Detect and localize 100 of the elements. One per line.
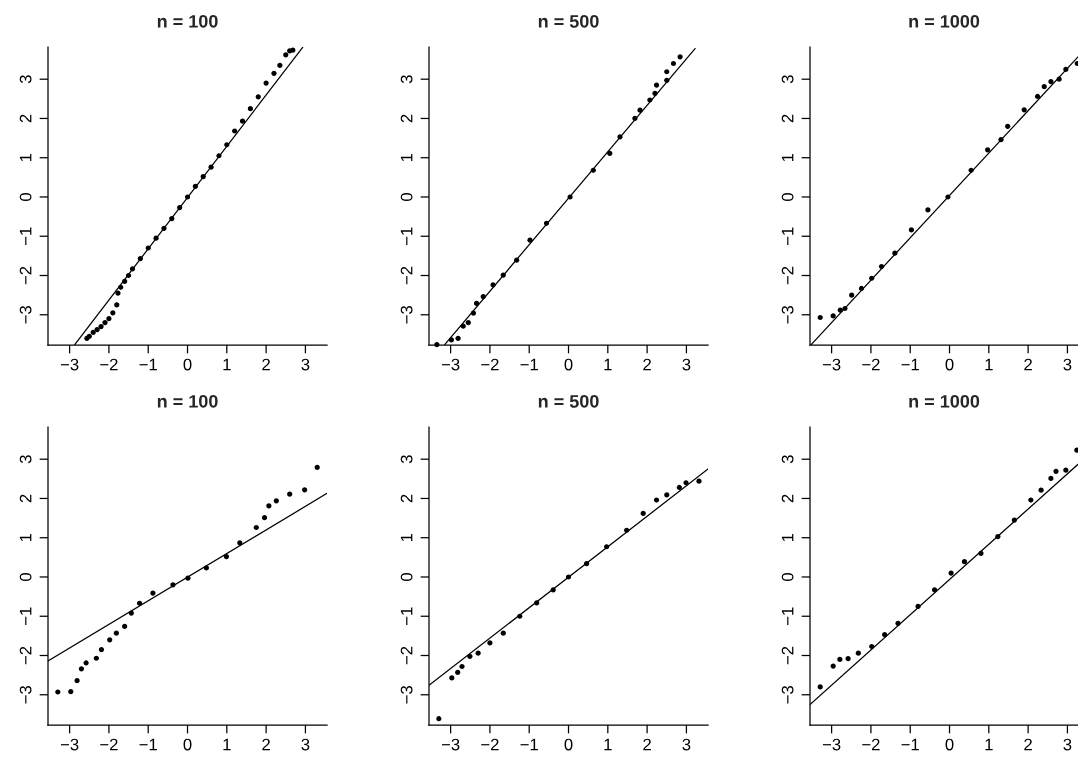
point [106, 316, 112, 322]
x-tick-label: −2 [481, 358, 499, 371]
x-tick-label: 2 [1024, 358, 1032, 371]
point [239, 118, 246, 124]
y-tick-label: 2 [19, 114, 32, 123]
point [263, 80, 269, 86]
y-tick-label: 3 [19, 75, 32, 84]
x-tick-label: 1 [223, 358, 231, 371]
x-tick-label: 3 [682, 738, 691, 751]
point [882, 632, 888, 638]
y-tick-label: −3 [400, 686, 413, 704]
x-tick-label: −1 [139, 358, 157, 371]
x-tick-label: −1 [901, 738, 919, 751]
point [1041, 84, 1047, 90]
y-tick-label: 0 [781, 193, 794, 201]
x-tick-label: −2 [862, 358, 880, 371]
point [676, 484, 682, 491]
point [78, 666, 84, 672]
chart-title: n = 100 [157, 394, 218, 408]
point [855, 650, 861, 656]
point [110, 310, 116, 316]
point [948, 570, 954, 576]
point [696, 478, 702, 484]
point [653, 82, 660, 88]
x-tick-label: 3 [301, 738, 310, 751]
x-tick-label: 3 [682, 358, 691, 371]
point [837, 656, 843, 663]
x-tick-label: −3 [60, 358, 79, 371]
x-tick-label: −1 [901, 358, 919, 371]
y-tick-label: −2 [400, 646, 413, 665]
x-tick-label: −1 [520, 738, 538, 751]
y-tick-label: 0 [400, 573, 413, 581]
y-tick-label: 2 [400, 114, 413, 123]
point [670, 60, 677, 67]
x-tick-label: 2 [1024, 738, 1032, 751]
point [455, 669, 461, 675]
point [607, 150, 613, 156]
y-tick-label: 1 [400, 153, 413, 162]
point [302, 487, 308, 493]
x-tick-label: −3 [822, 738, 841, 751]
point [459, 663, 465, 670]
point [961, 559, 968, 565]
point [500, 630, 506, 636]
point [830, 313, 836, 319]
y-tick-label: −2 [400, 266, 413, 285]
point [1048, 78, 1054, 85]
point [817, 314, 823, 321]
x-tick-label: 1 [604, 738, 612, 751]
point [475, 650, 481, 656]
point [150, 590, 156, 596]
point [68, 689, 74, 695]
point [1063, 467, 1069, 473]
point [113, 630, 119, 636]
point [237, 540, 243, 546]
point [115, 290, 121, 296]
x-tick-label: 0 [183, 358, 192, 371]
y-tick-label: 1 [19, 153, 32, 162]
point [487, 640, 493, 646]
point [261, 515, 268, 521]
x-tick-label: 0 [945, 358, 954, 371]
y-tick-label: −1 [19, 607, 32, 625]
point [114, 302, 120, 308]
point [817, 684, 823, 690]
point [74, 678, 80, 684]
y-tick-label: −3 [781, 306, 794, 324]
point [247, 106, 253, 112]
x-tick-label: 2 [262, 738, 270, 751]
y-tick-label: 0 [19, 193, 32, 201]
y-tick-label: −1 [19, 227, 32, 245]
y-tick-label: 2 [781, 114, 794, 123]
y-tick-label: −3 [19, 306, 32, 324]
x-tick-label: −3 [441, 738, 460, 751]
y-tick-label: 1 [781, 153, 794, 162]
point [925, 207, 931, 213]
point [273, 498, 279, 504]
point [869, 643, 875, 650]
x-tick-label: 1 [985, 738, 993, 751]
x-tick-label: 1 [223, 738, 231, 751]
point [1034, 93, 1041, 100]
x-tick-label: −1 [139, 738, 157, 751]
point [640, 510, 646, 516]
point [1021, 107, 1027, 113]
x-tick-label: −2 [100, 738, 118, 751]
point [232, 128, 238, 134]
point [683, 480, 689, 486]
point [94, 327, 100, 333]
point [1048, 475, 1054, 482]
y-tick-label: −1 [400, 227, 413, 245]
x-tick-label: 1 [985, 358, 993, 371]
x-tick-label: 1 [604, 358, 612, 371]
x-tick-label: 0 [945, 738, 954, 751]
x-tick-label: −2 [100, 358, 118, 371]
y-tick-label: −3 [400, 306, 413, 324]
x-tick-label: 0 [564, 358, 573, 371]
point [1028, 497, 1034, 503]
point [90, 329, 96, 336]
y-tick-label: 1 [400, 533, 413, 542]
point [55, 689, 61, 695]
point [287, 491, 293, 497]
y-tick-label: −1 [781, 607, 794, 625]
